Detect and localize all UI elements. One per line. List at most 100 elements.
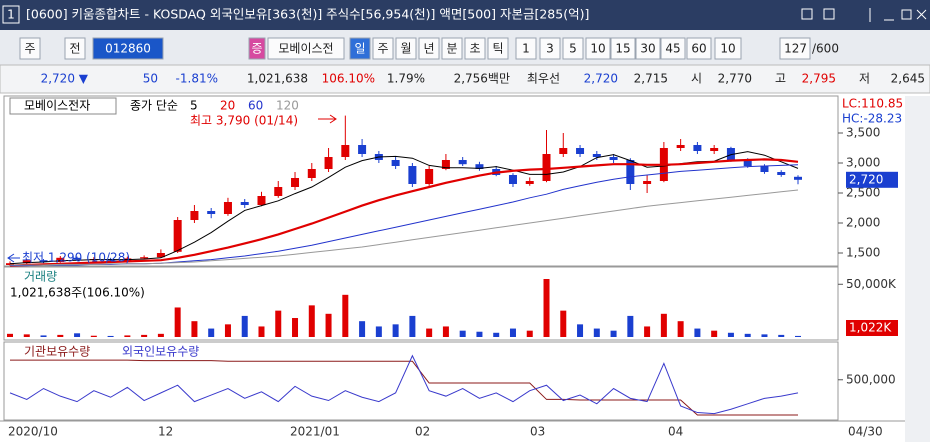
toolbar-button[interactable]: [779, 37, 811, 60]
toolbar-button[interactable]: [464, 37, 486, 60]
volume-bar: [7, 333, 13, 337]
toolbar-button[interactable]: [585, 37, 611, 60]
toolbar-button[interactable]: [539, 37, 561, 60]
window-controls[interactable]: [801, 8, 927, 22]
lc-label: LC:110.85: [842, 97, 903, 111]
candle-body: [643, 181, 652, 184]
toolbar-button[interactable]: [487, 37, 509, 60]
toolbar-button[interactable]: [19, 37, 41, 60]
toolbar-label[interactable]: 주: [24, 42, 35, 56]
candle-body: [240, 202, 249, 205]
toolbar-label[interactable]: 증: [251, 42, 262, 56]
toolbar-label[interactable]: 년: [423, 42, 434, 56]
candle-body: [173, 220, 182, 252]
volume-bar: [359, 321, 366, 337]
candle-body: [39, 260, 48, 262]
toolbar-label[interactable]: 일: [354, 42, 365, 56]
toolbar-button[interactable]: [372, 37, 394, 60]
toolbar-label[interactable]: 45: [665, 42, 680, 56]
legend-name: 모베이스전자: [24, 99, 90, 113]
volume-bar: [409, 315, 416, 337]
candle-body: [190, 211, 199, 220]
volume-bar: [677, 321, 684, 337]
toolbar-button[interactable]: [635, 37, 661, 60]
volume-bar: [342, 294, 349, 337]
candle-body: [777, 172, 786, 175]
toolbar-label[interactable]: 월: [400, 42, 411, 56]
candle-body: [73, 257, 82, 260]
toolbar-label[interactable]: 30: [640, 42, 655, 56]
legend-period: 5: [190, 99, 198, 113]
toolbar-label[interactable]: 127: [784, 42, 807, 56]
quote-value: 고: [775, 72, 786, 86]
x-label: 2021/01: [290, 425, 340, 439]
toolbar-button[interactable]: [267, 37, 345, 60]
volume-bar: [744, 333, 751, 337]
toolbar-button[interactable]: [562, 37, 584, 60]
title-bar: [0, 0, 930, 30]
quote-value: 1,021,638: [247, 72, 308, 86]
candle-body: [609, 157, 618, 160]
quote-value: 2,795: [802, 72, 836, 86]
toolbar-button[interactable]: [418, 37, 440, 60]
toolbar-label[interactable]: 3: [546, 42, 554, 56]
toolbar-button[interactable]: [248, 37, 266, 60]
y-tick-label: 1,500: [846, 246, 880, 260]
candle-body: [324, 157, 333, 169]
toolbar-label[interactable]: 10: [590, 42, 605, 56]
volume-bar: [711, 330, 718, 337]
toolbar-label[interactable]: 60: [691, 42, 706, 56]
volume-bar: [74, 333, 81, 337]
candle-body: [274, 187, 283, 196]
quote-value: 2,715: [634, 72, 668, 86]
toolbar-label[interactable]: 주: [377, 42, 388, 56]
toolbar-label[interactable]: 012860: [105, 42, 151, 56]
x-label: 2020/10: [8, 425, 58, 439]
toolbar-button[interactable]: [686, 37, 712, 60]
toolbar-label[interactable]: 모베이스전: [278, 42, 333, 56]
volume-bar: [526, 330, 533, 337]
candle-body: [726, 148, 735, 160]
candle-body: [794, 176, 802, 180]
candle-body: [358, 145, 367, 154]
toolbar-button[interactable]: [395, 37, 417, 60]
candle-body: [425, 169, 434, 184]
toolbar-button[interactable]: [660, 37, 686, 60]
quote-value: 50: [143, 72, 158, 86]
toolbar-button[interactable]: [610, 37, 636, 60]
pane-title: 거래량: [24, 270, 57, 284]
quote-value: 2,756백만: [454, 72, 510, 86]
holdings-line: [10, 359, 798, 416]
toolbar-button[interactable]: [92, 37, 164, 60]
toolbar-button[interactable]: [515, 37, 537, 60]
quote-value: -1.81%: [176, 72, 218, 86]
candle-body: [626, 160, 635, 184]
hc-label: HC:-28.23: [842, 112, 902, 126]
toolbar-button[interactable]: [441, 37, 463, 60]
toolbar-label[interactable]: 분: [446, 42, 457, 56]
x-label: 04: [668, 425, 683, 439]
candle-body: [693, 145, 702, 151]
toolbar-button[interactable]: [349, 37, 371, 60]
quote-value: 2,720 ▼: [41, 72, 89, 86]
volume-bar: [275, 310, 282, 337]
window-title: [0600] 키움종합차트 - KOSDAQ 외국인보유[363(천)] 주식수…: [26, 7, 589, 22]
current-price-box: [846, 171, 898, 188]
toolbar-label[interactable]: 1: [522, 42, 530, 56]
candle-body: [391, 160, 400, 166]
toolbar-button[interactable]: [714, 37, 742, 60]
toolbar-button[interactable]: [64, 37, 86, 60]
toolbar-label[interactable]: 15: [615, 42, 630, 56]
candle-body: [291, 178, 300, 187]
toolbar-label[interactable]: 초: [469, 42, 480, 56]
volume-bar: [392, 324, 399, 337]
toolbar-label[interactable]: /600: [812, 42, 839, 56]
toolbar-label[interactable]: 틱: [492, 42, 503, 56]
toolbar-label[interactable]: 전: [69, 42, 80, 56]
toolbar-label[interactable]: 5: [569, 42, 577, 56]
toolbar-label[interactable]: 10: [720, 42, 735, 56]
candle-body: [458, 160, 467, 165]
volume-bar: [57, 334, 64, 337]
volume-bar: [40, 335, 47, 337]
